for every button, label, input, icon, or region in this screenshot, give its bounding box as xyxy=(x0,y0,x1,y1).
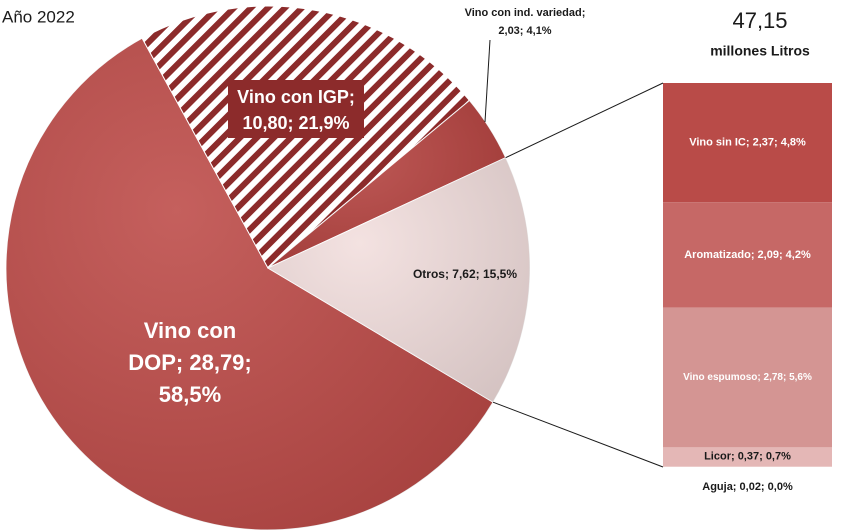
connector-line xyxy=(492,401,664,468)
slice-label: Vino con IGP; xyxy=(237,87,355,107)
connector-line xyxy=(505,82,664,159)
bar-segment xyxy=(663,307,832,448)
bar-label: Licor; 0,37; 0,7% xyxy=(704,451,791,463)
slice-label: DOP; 28,79; xyxy=(128,350,252,375)
labels: Vino con DOP; 28,79; 58,5% Vino con IGP; 10,… xyxy=(128,7,812,493)
bar-segment xyxy=(663,447,832,466)
bar-stack xyxy=(663,83,832,467)
label-box xyxy=(228,80,364,138)
slice-label: Otros; 7,62; 15,5% xyxy=(413,267,517,281)
total-value: 47,15 xyxy=(732,8,787,33)
slice-label: 2,03; 4,1% xyxy=(498,25,551,37)
bar-segment xyxy=(663,465,832,467)
bar-label: Aromatizado; 2,09; 4,2% xyxy=(684,249,811,261)
slice-label: 10,80; 21,9% xyxy=(242,113,349,133)
total-unit: millones Litros xyxy=(710,43,810,59)
leader-line xyxy=(484,39,491,123)
bar-segment xyxy=(663,202,832,308)
slice-label: Vino con xyxy=(144,318,237,343)
slice-label: 58,5% xyxy=(159,382,221,407)
bar-label: Aguja; 0,02; 0,0% xyxy=(702,481,793,493)
bar-label: Vino espumoso; 2,78; 5,6% xyxy=(683,372,812,383)
chart-title: Año 2022 xyxy=(2,7,75,26)
slice-label: Vino con ind. variedad; xyxy=(465,7,586,19)
bar-label: Vino sin IC; 2,37; 4,8% xyxy=(689,137,806,149)
bar-segment xyxy=(663,83,832,203)
